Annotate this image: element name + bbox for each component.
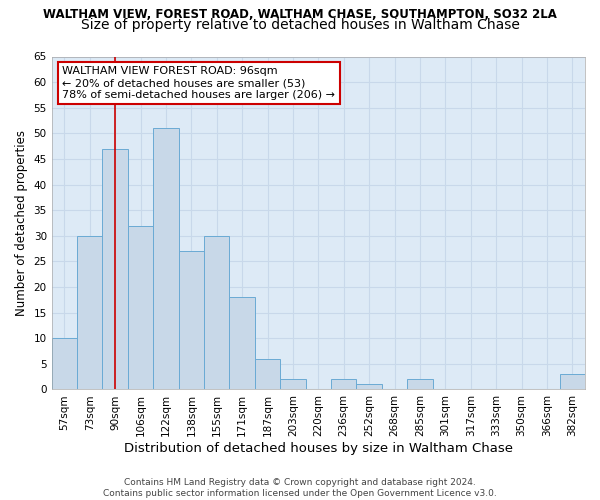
Bar xyxy=(255,358,280,390)
Y-axis label: Number of detached properties: Number of detached properties xyxy=(15,130,28,316)
Text: Size of property relative to detached houses in Waltham Chase: Size of property relative to detached ho… xyxy=(80,18,520,32)
Text: Contains HM Land Registry data © Crown copyright and database right 2024.
Contai: Contains HM Land Registry data © Crown c… xyxy=(103,478,497,498)
Bar xyxy=(153,128,179,390)
Text: WALTHAM VIEW, FOREST ROAD, WALTHAM CHASE, SOUTHAMPTON, SO32 2LA: WALTHAM VIEW, FOREST ROAD, WALTHAM CHASE… xyxy=(43,8,557,20)
Text: WALTHAM VIEW FOREST ROAD: 96sqm
← 20% of detached houses are smaller (53)
78% of: WALTHAM VIEW FOREST ROAD: 96sqm ← 20% of… xyxy=(62,66,335,100)
Bar xyxy=(356,384,382,390)
Bar xyxy=(52,338,77,390)
Bar xyxy=(103,148,128,390)
Bar xyxy=(280,379,305,390)
Bar xyxy=(331,379,356,390)
Bar xyxy=(560,374,585,390)
Bar xyxy=(204,236,229,390)
Bar xyxy=(407,379,433,390)
Bar xyxy=(179,251,204,390)
Bar xyxy=(128,226,153,390)
Bar xyxy=(229,298,255,390)
X-axis label: Distribution of detached houses by size in Waltham Chase: Distribution of detached houses by size … xyxy=(124,442,513,455)
Bar xyxy=(77,236,103,390)
